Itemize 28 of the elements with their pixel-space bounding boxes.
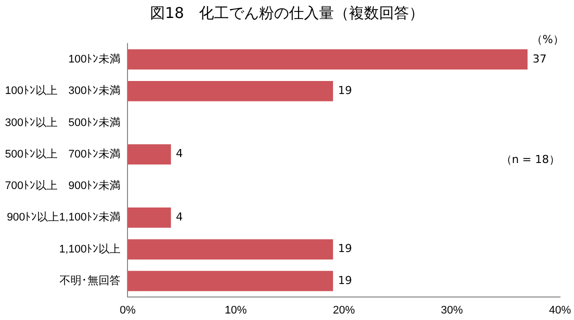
data-label: 19 xyxy=(338,242,352,256)
y-tick-label: 500ﾄﾝ以上 700ﾄﾝ未満 xyxy=(4,147,121,160)
bar xyxy=(128,49,528,70)
annotation: （n = 18） xyxy=(500,152,560,167)
bar xyxy=(128,239,334,260)
bar xyxy=(128,144,171,165)
x-tick-label: 30% xyxy=(440,304,464,316)
x-tick-label: 20% xyxy=(332,304,356,316)
y-tick-label: 700ﾄﾝ以上 900ﾄﾝ未満 xyxy=(4,179,121,192)
x-tick-label: 40% xyxy=(548,304,572,316)
y-tick-label: 900ﾄﾝ以上1,100ﾄﾝ未満 xyxy=(6,210,121,224)
x-tick-label: 10% xyxy=(224,304,247,316)
data-label: 19 xyxy=(338,84,352,97)
y-tick-label: 100ﾄﾝ未満 xyxy=(68,52,121,66)
y-tick-label: 不明･無回答 xyxy=(60,275,121,288)
chart-title: 図18 化工でん粉の仕入量（複数回答） xyxy=(148,4,426,23)
data-label: 19 xyxy=(338,274,352,287)
bar xyxy=(128,208,171,228)
bar xyxy=(128,270,334,292)
annotation: （%） xyxy=(532,32,564,47)
data-label: 4 xyxy=(176,210,183,224)
y-tick-label: 1,100ﾄﾝ以上 xyxy=(59,242,121,256)
y-tick-label: 100ﾄﾝ以上 300ﾄﾝ未満 xyxy=(4,84,121,98)
bar xyxy=(128,80,334,102)
data-label: 37 xyxy=(532,52,547,66)
data-label: 4 xyxy=(176,147,183,160)
x-tick-label: 0% xyxy=(120,304,136,316)
y-tick-label: 300ﾄﾝ以上 500ﾄﾝ未満 xyxy=(4,116,121,129)
